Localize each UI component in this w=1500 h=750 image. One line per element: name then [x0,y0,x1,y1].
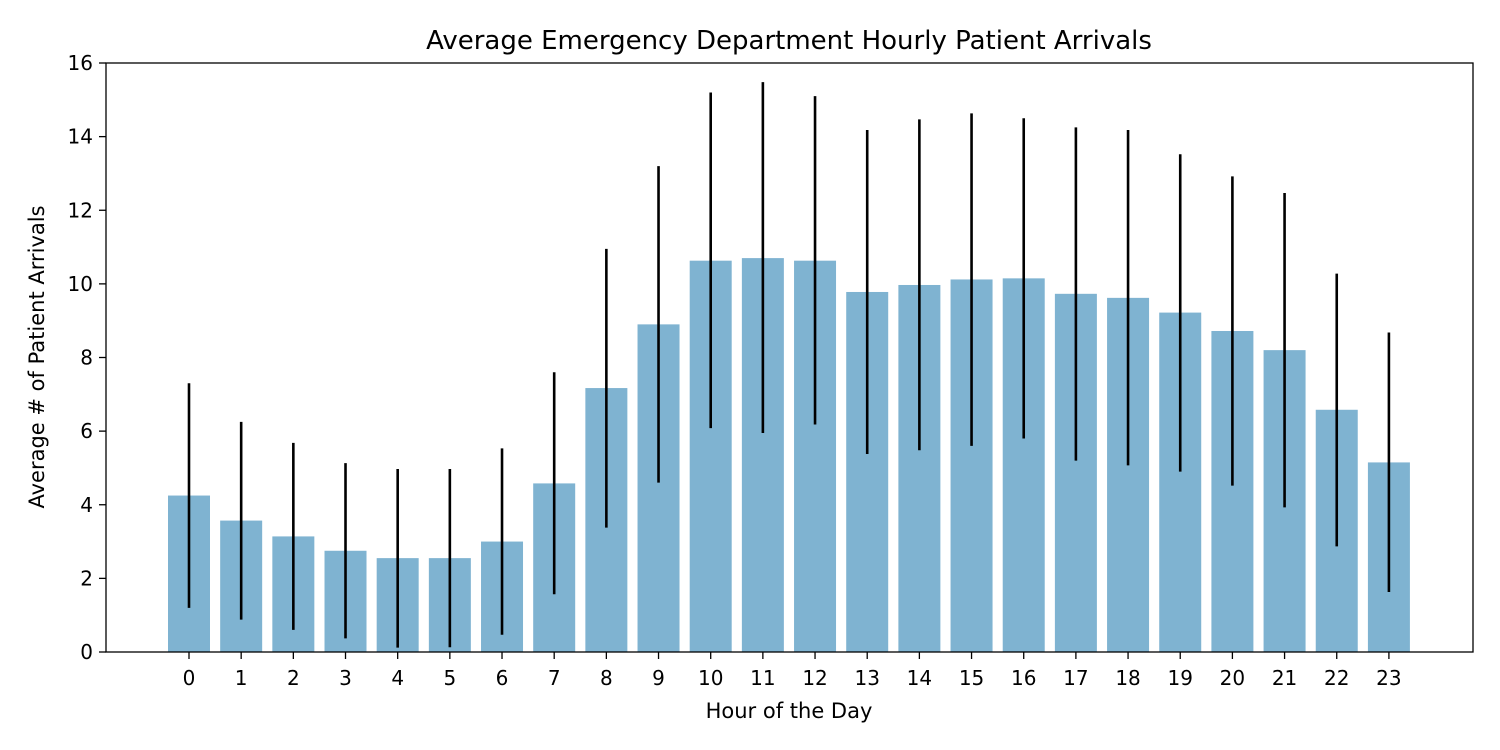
x-tick-label: 23 [1376,666,1401,690]
x-axis-label: Hour of the Day [706,699,873,723]
x-tick-label: 20 [1220,666,1245,690]
x-tick-label: 11 [750,666,775,690]
y-tick-label: 14 [68,125,93,149]
x-tick-label: 10 [698,666,723,690]
y-tick-label: 2 [80,566,93,590]
x-tick-label: 17 [1063,666,1088,690]
x-tick-label: 15 [959,666,984,690]
y-tick-label: 16 [68,51,93,75]
errorbars-layer [187,82,1391,648]
y-tick-label: 8 [80,346,93,370]
y-tick-label: 0 [80,640,93,664]
x-tick-label: 1 [235,666,248,690]
x-tick-label: 14 [907,666,932,690]
x-tick-label: 19 [1168,666,1193,690]
x-tick-label: 16 [1011,666,1036,690]
x-tick-label: 13 [854,666,879,690]
x-tick-label: 8 [600,666,613,690]
x-tick-label: 4 [391,666,404,690]
x-tick-label: 3 [339,666,352,690]
y-tick-label: 4 [80,493,93,517]
bars-layer [168,258,1410,652]
y-tick-label: 10 [68,272,93,296]
y-tick-label: 12 [68,198,93,222]
x-tick-label: 22 [1324,666,1349,690]
x-tick-label: 21 [1272,666,1297,690]
x-tick-label: 18 [1115,666,1140,690]
x-tick-label: 6 [496,666,509,690]
y-axis: 0 2 4 6 8 10 12 14 16 [68,51,106,664]
x-tick-label: 12 [802,666,827,690]
x-axis: 0 1 2 3 4 5 6 7 8 9 10 11 12 13 14 15 16 17 18 19 20 21 22 23 [183,652,1402,690]
x-tick-label: 2 [287,666,300,690]
y-axis-label: Average # of Patient Arrivals [25,205,49,508]
x-tick-label: 0 [183,666,196,690]
x-tick-label: 9 [652,666,665,690]
y-tick-label: 6 [80,419,93,443]
x-tick-label: 5 [443,666,456,690]
chart-title: Average Emergency Department Hourly Pati… [426,26,1152,56]
x-tick-label: 7 [548,666,561,690]
